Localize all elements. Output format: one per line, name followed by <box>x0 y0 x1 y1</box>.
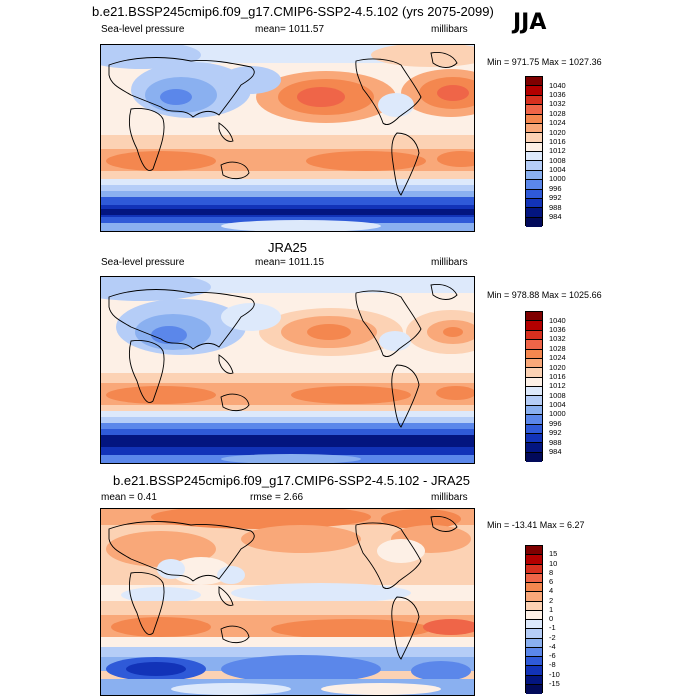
colorbar-tick-label: 1020 <box>549 363 566 372</box>
colorbar-tick-label: 6 <box>549 577 554 586</box>
colorbar-tick-label: -15 <box>549 679 560 688</box>
panel-2-title: JRA25 <box>268 240 308 255</box>
season-label: JJA <box>513 10 547 35</box>
colorbar-tick-label: 1032 <box>549 334 566 343</box>
colorbar-tick-label: 1040 <box>549 316 566 325</box>
colorbar-tick-label: 1008 <box>549 391 566 400</box>
colorbar-tick-label: 1012 <box>549 146 566 155</box>
colorbar-tick-label: 15 <box>549 549 558 558</box>
colorbar-tick-label: 1008 <box>549 156 566 165</box>
colorbar-tick-label: 2 <box>549 596 554 605</box>
panel-3-minmax-label: Min = -13.41 Max = 6.27 <box>487 520 585 530</box>
colorbar-tick-label: 984 <box>549 212 562 221</box>
colorbar-tick-label: 1012 <box>549 381 566 390</box>
colorbar-tick-label: 1024 <box>549 118 566 127</box>
panel-2-variable-label: Sea-level pressure <box>101 257 185 268</box>
colorbar-tick-label: 1020 <box>549 128 566 137</box>
panel-2-minmax-label: Min = 978.88 Max = 1025.66 <box>487 290 602 300</box>
panel-1-mean-label: mean= 1011.57 <box>255 24 325 35</box>
colorbar-tick-label: 1024 <box>549 353 566 362</box>
colorbar-tick-label: 1040 <box>549 81 566 90</box>
panel-1-minmax-label: Min = 971.75 Max = 1027.36 <box>487 57 602 67</box>
panel-3-colorbar <box>525 545 543 694</box>
panel-2-map <box>100 276 475 464</box>
colorbar-tick-label: 8 <box>549 568 554 577</box>
colorbar-tick-label: 996 <box>549 184 562 193</box>
colorbar-tick-label: 1000 <box>549 174 566 183</box>
colorbar-tick-label: 1 <box>549 605 554 614</box>
colorbar-tick-label: -2 <box>549 633 556 642</box>
colorbar-tick-label: -6 <box>549 651 556 660</box>
colorbar-tick-label: -1 <box>549 623 556 632</box>
panel-2-colorbar <box>525 311 543 462</box>
colorbar-tick-label: -8 <box>549 660 556 669</box>
colorbar-tick-label: 1028 <box>549 109 566 118</box>
panel-2-units-label: millibars <box>431 257 468 268</box>
colorbar-tick-label: 1032 <box>549 99 566 108</box>
panel-3-rmse-label: rmse = 2.66 <box>250 492 304 503</box>
colorbar-tick-label: 1028 <box>549 344 566 353</box>
colorbar-tick-label: 1036 <box>549 325 566 334</box>
colorbar-tick-label: 1016 <box>549 137 566 146</box>
colorbar-tick-label: 0 <box>549 614 554 623</box>
colorbar-tick-label: 1004 <box>549 400 566 409</box>
colorbar-tick-label: 992 <box>549 193 562 202</box>
panel-1-map <box>100 44 475 232</box>
colorbar-tick-label: 996 <box>549 419 562 428</box>
colorbar-tick-label: 992 <box>549 428 562 437</box>
panel-1-units-label: millibars <box>431 24 468 35</box>
colorbar-tick-label: 1004 <box>549 165 566 174</box>
colorbar-tick-label: 988 <box>549 438 562 447</box>
colorbar-tick-label: 1036 <box>549 90 566 99</box>
colorbar-tick-label: 4 <box>549 586 554 595</box>
colorbar-tick-label: 984 <box>549 447 562 456</box>
panel-2-mean-label: mean= 1011.15 <box>255 257 325 268</box>
panel-3-mean-label: mean = 0.41 <box>101 492 157 503</box>
colorbar-tick-label: 10 <box>549 559 558 568</box>
colorbar-tick-label: 988 <box>549 203 562 212</box>
panel-3-units-label: millibars <box>431 492 468 503</box>
colorbar-tick-label: -4 <box>549 642 556 651</box>
colorbar-tick-label: 1016 <box>549 372 566 381</box>
colorbar-tick-label: -10 <box>549 670 560 679</box>
panel-3-map <box>100 508 475 696</box>
colorbar-tick-label: 1000 <box>549 409 566 418</box>
panel-1-title: b.e21.BSSP245cmip6.f09_g17.CMIP6-SSP2-4.… <box>92 4 494 19</box>
panel-3-title: b.e21.BSSP245cmip6.f09_g17.CMIP6-SSP2-4.… <box>113 473 470 488</box>
panel-1-variable-label: Sea-level pressure <box>101 24 185 35</box>
panel-1-colorbar <box>525 76 543 227</box>
